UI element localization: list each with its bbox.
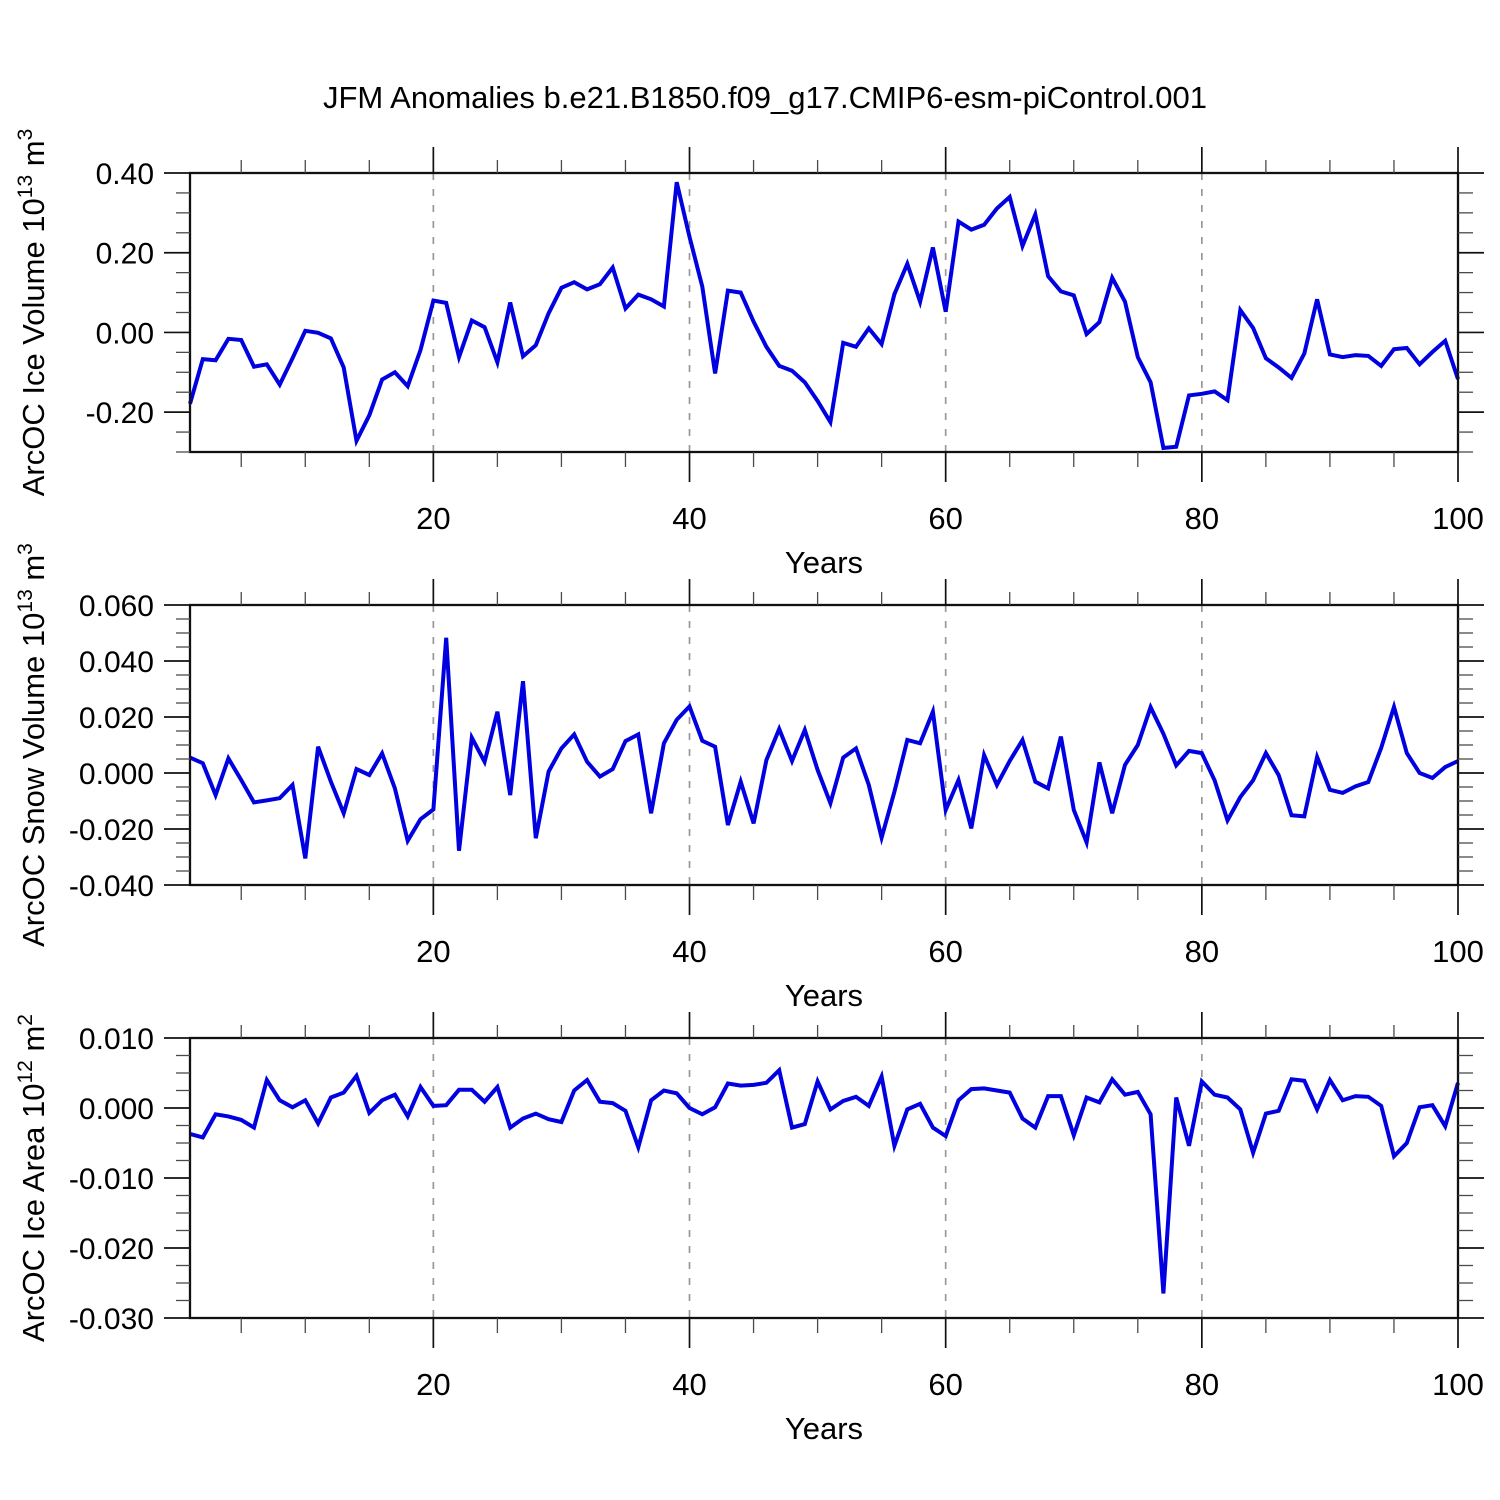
snow-volume-series-line bbox=[189, 637, 1459, 859]
panel-snow-volume: 0.060 0.040 0.020 0.000 -0.020 -0.040 20 40 60 80… bbox=[14, 543, 1484, 1013]
x-tick-label: 20 bbox=[416, 934, 450, 969]
y-tick-label: -0.020 bbox=[69, 814, 154, 847]
y-axis-title: ArcOC Ice Area 1012 m2 bbox=[14, 1014, 51, 1342]
x-tick-label: 100 bbox=[1432, 1367, 1484, 1402]
panel-ice-area: 0.010 0.000 -0.010 -0.020 -0.030 20 40 60 80 100 Y… bbox=[14, 1012, 1484, 1446]
y-tick-label: 0.000 bbox=[79, 758, 154, 791]
x-tick-label: 40 bbox=[672, 1367, 706, 1402]
y-tick-label: -0.010 bbox=[69, 1163, 154, 1196]
x-tick-label: 80 bbox=[1185, 1367, 1219, 1402]
x-axis-title: Years bbox=[785, 1411, 863, 1446]
y-tick-label: -0.020 bbox=[69, 1233, 154, 1266]
panel-ice-volume: 0.40 0.20 0.00 -0.20 20 40 60 80 100 Years ArcOC I… bbox=[14, 129, 1484, 580]
x-tick-label: 40 bbox=[672, 934, 706, 969]
x-tick-label: 100 bbox=[1432, 501, 1484, 536]
x-tick-label: 20 bbox=[416, 1367, 450, 1402]
x-axis-title: Years bbox=[785, 545, 863, 580]
y-tick-label: 0.010 bbox=[79, 1023, 154, 1056]
x-tick-label: 40 bbox=[672, 501, 706, 536]
y-tick-label: 0.00 bbox=[96, 317, 154, 350]
ice-area-plot-border bbox=[188, 1036, 1460, 1320]
y-tick-label: 0.020 bbox=[79, 702, 154, 735]
y-tick-label: 0.40 bbox=[96, 158, 154, 191]
x-tick-label: 60 bbox=[928, 1367, 962, 1402]
x-tick-label: 60 bbox=[928, 501, 962, 536]
snow-volume-plot-border bbox=[188, 603, 1460, 887]
y-axis-title: ArcOC Snow Volume 1013 m3 bbox=[14, 543, 51, 947]
y-tick-label: 0.20 bbox=[96, 238, 154, 271]
y-tick-label: 0.040 bbox=[79, 646, 154, 679]
ice-area-series-line bbox=[189, 1066, 1460, 1294]
y-tick-label: -0.030 bbox=[69, 1303, 154, 1336]
x-axis-title: Years bbox=[785, 978, 863, 1013]
ice-volume-series-line bbox=[188, 181, 1460, 451]
y-tick-label: 0.060 bbox=[79, 590, 154, 623]
y-tick-label: -0.040 bbox=[69, 870, 154, 903]
x-tick-label: 80 bbox=[1185, 501, 1219, 536]
y-tick-label: 0.000 bbox=[79, 1093, 154, 1126]
y-axis-title: ArcOC Ice Volume 1013 m3 bbox=[14, 129, 51, 497]
x-tick-label: 60 bbox=[928, 934, 962, 969]
x-tick-label: 20 bbox=[416, 501, 450, 536]
chart-title: JFM Anomalies b.e21.B1850.f09_g17.CMIP6-… bbox=[323, 80, 1207, 115]
y-tick-label: -0.20 bbox=[86, 397, 154, 430]
x-tick-label: 80 bbox=[1185, 934, 1219, 969]
x-tick-label: 100 bbox=[1432, 934, 1484, 969]
